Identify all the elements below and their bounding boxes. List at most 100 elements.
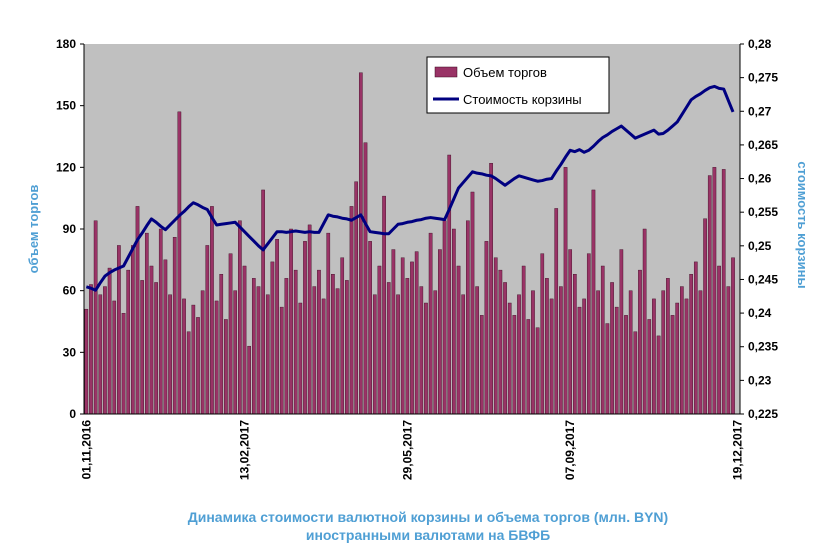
bar: [265, 294, 270, 415]
bar: [642, 228, 647, 415]
y-axis-label: объем торгов: [26, 185, 41, 274]
y2-tick-label: 0,255: [748, 205, 778, 219]
y-tick-label: 120: [56, 160, 76, 174]
bar: [466, 220, 470, 415]
bar: [433, 290, 438, 415]
bar: [484, 241, 489, 415]
bar: [628, 290, 633, 415]
bar: [386, 282, 391, 415]
bar: [405, 278, 410, 415]
bar: [131, 245, 135, 415]
legend: [426, 56, 610, 114]
y-tick-label: 0: [69, 407, 76, 421]
x-tick-label: 07,09,2017: [563, 420, 577, 480]
y2-tick-label: 0,245: [748, 272, 778, 286]
bar: [624, 315, 628, 415]
bar: [666, 278, 670, 415]
bar: [521, 265, 526, 415]
bar: [596, 290, 600, 415]
bar: [479, 315, 484, 415]
bar: [275, 239, 279, 415]
bar: [721, 169, 726, 415]
bar: [638, 269, 642, 415]
bar: [419, 286, 424, 415]
bar: [647, 319, 652, 415]
bar: [689, 274, 693, 415]
line: [85, 84, 735, 292]
bar: [559, 286, 563, 415]
bar: [475, 286, 479, 415]
y2-axis-label: стоимость корзины: [795, 161, 810, 288]
bar: [103, 286, 107, 415]
bar: [368, 241, 372, 415]
bar: [573, 274, 577, 415]
bar: [321, 298, 326, 415]
bar: [242, 265, 247, 415]
bar: [284, 278, 289, 415]
bar: [661, 290, 666, 415]
bar: [693, 261, 698, 415]
bar: [121, 313, 126, 415]
bar: [447, 154, 452, 415]
bar: [582, 298, 586, 415]
bar: [675, 302, 680, 415]
bar: [507, 302, 512, 415]
bar: [545, 278, 549, 415]
bar: [517, 294, 521, 415]
bar: [456, 265, 461, 415]
bar: [442, 220, 447, 415]
bar: [535, 327, 540, 415]
bar: [219, 274, 224, 415]
legend-label: Стоимость корзины: [463, 92, 582, 107]
bar: [493, 257, 498, 415]
bar: [112, 300, 117, 415]
bar: [163, 259, 168, 415]
y2-tick-label: 0,27: [748, 104, 772, 118]
bar: [307, 224, 312, 415]
bar: [261, 189, 265, 415]
bar: [540, 253, 545, 415]
x-tick-label: 29,05,2017: [400, 420, 414, 480]
bar: [726, 286, 731, 415]
bar: [358, 72, 363, 415]
bar: [428, 232, 433, 415]
bar: [410, 261, 414, 415]
bar: [503, 282, 507, 415]
bar: [196, 317, 200, 415]
bar: [554, 208, 559, 415]
bar: [149, 265, 154, 415]
bar: [238, 220, 242, 415]
legend-swatch: [434, 66, 458, 78]
bar: [335, 288, 340, 415]
bar: [107, 267, 112, 415]
bar: [577, 306, 582, 415]
y-tick-label: 150: [56, 99, 76, 113]
bar: [680, 286, 684, 415]
y-tick-label: 60: [63, 284, 77, 298]
bar: [270, 261, 275, 415]
bar: [372, 294, 377, 415]
bar: [633, 331, 638, 415]
bar: [117, 245, 121, 415]
y-tick-label: 30: [63, 345, 77, 359]
bar: [549, 298, 554, 415]
bar: [98, 294, 103, 415]
bar: [600, 265, 605, 415]
bar: [326, 232, 331, 415]
y-tick-label: 180: [56, 37, 76, 51]
bar: [210, 206, 214, 415]
bar: [656, 335, 661, 415]
bar: [158, 228, 163, 415]
bar: [93, 220, 98, 415]
bar: [531, 290, 535, 415]
legend-label: Объем торгов: [463, 65, 547, 80]
bar: [619, 249, 624, 415]
y-tick-label: 90: [63, 222, 77, 236]
bar: [400, 257, 405, 415]
y2-tick-label: 0,28: [748, 37, 772, 51]
bar: [377, 265, 382, 415]
bar: [349, 206, 354, 415]
bar: [614, 306, 619, 415]
bar: [214, 300, 219, 415]
bar: [470, 191, 475, 415]
